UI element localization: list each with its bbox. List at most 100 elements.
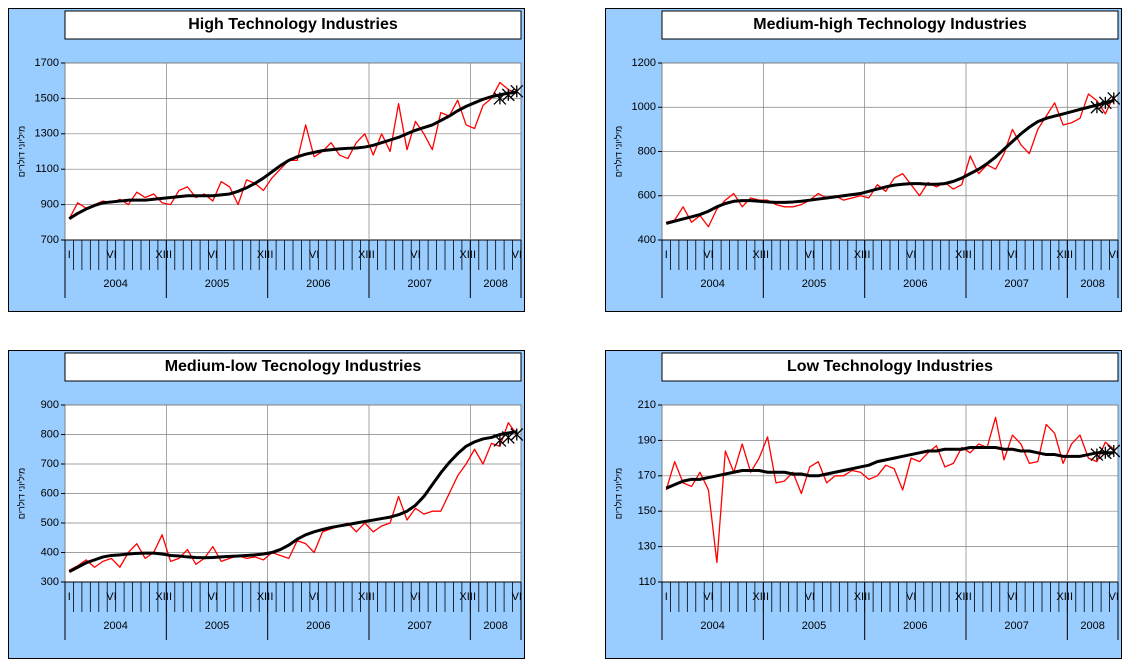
x-tick-label: VI <box>512 591 522 603</box>
year-label: 2006 <box>306 620 330 632</box>
title-box <box>661 10 1119 40</box>
x-tick-label: I <box>766 249 769 261</box>
x-tick-label: VI <box>703 249 713 261</box>
x-tick-label: I <box>169 249 172 261</box>
y-tick-label: 800 <box>41 428 59 440</box>
x-tick-label: I <box>270 591 273 603</box>
y-tick-label: 150 <box>638 505 656 517</box>
chart-title: Medium-low Tecnology Industries <box>165 358 422 375</box>
x-tick-label: VI <box>805 591 815 603</box>
x-tick-label: VI <box>703 591 713 603</box>
y-axis-label: מיליוני דולרים <box>16 126 26 177</box>
chart-title: High Technology Industries <box>188 16 398 33</box>
chart-title: Medium-high Technology Industries <box>753 16 1027 33</box>
x-tick-label: XII <box>459 249 472 261</box>
y-tick-label: 1100 <box>35 163 59 175</box>
x-tick-label: I <box>766 591 769 603</box>
x-tick-label: VI <box>1109 591 1119 603</box>
y-axis-label: מיליוני דולרים <box>613 126 623 177</box>
y-tick-label: 900 <box>41 399 59 411</box>
year-label: 2004 <box>700 620 724 632</box>
x-tick-label: I <box>68 591 71 603</box>
chart-panel: Medium-high Technology Industries מיליוני… <box>605 8 1122 312</box>
x-tick-label: VI <box>1007 591 1017 603</box>
chart-title: Low Technology Industries <box>787 358 993 375</box>
forecast-marker <box>510 428 524 441</box>
forecast-marker <box>1090 448 1104 462</box>
year-label: 2008 <box>1080 278 1104 290</box>
x-tick-label: I <box>969 591 972 603</box>
x-tick-label: I <box>867 249 870 261</box>
y-tick-label: 500 <box>41 517 59 529</box>
y-tick-label: 1000 <box>632 101 656 113</box>
forecast-marker <box>1107 91 1121 105</box>
chart-panel: High Technology Industries מיליוני דולרים… <box>8 8 525 312</box>
year-label: 2007 <box>1004 278 1028 290</box>
year-label: 2005 <box>802 278 826 290</box>
x-tick-label: VI <box>410 591 420 603</box>
year-label: 2008 <box>1080 620 1104 632</box>
x-tick-label: XII <box>854 249 867 261</box>
raw-line <box>68 81 518 220</box>
y-tick-label: 400 <box>41 546 59 558</box>
year-label: 2005 <box>205 278 229 290</box>
title-box <box>64 352 522 382</box>
x-tick-label: XII <box>257 249 270 261</box>
forecast-marker <box>1098 96 1112 110</box>
x-tick-label: VI <box>906 591 916 603</box>
raw-line <box>665 416 1115 564</box>
x-tick-label: VI <box>309 249 319 261</box>
x-tick-label: VI <box>906 249 916 261</box>
x-tick-label: I <box>665 249 668 261</box>
x-tick-label: I <box>1070 249 1073 261</box>
year-label: 2005 <box>205 620 229 632</box>
x-tick-label: XII <box>459 591 472 603</box>
y-tick-label: 1500 <box>35 92 59 104</box>
x-tick-label: XII <box>1056 249 1069 261</box>
x-tick-label: VI <box>512 249 522 261</box>
y-tick-label: 700 <box>41 458 59 470</box>
x-tick-label: VI <box>1109 249 1119 261</box>
plot-area <box>661 404 1119 583</box>
x-tick-label: I <box>473 591 476 603</box>
year-label: 2006 <box>903 620 927 632</box>
trend-line <box>665 445 1114 490</box>
y-tick-label: 700 <box>41 234 59 246</box>
plot-area <box>64 62 522 241</box>
x-tick-label: VI <box>106 591 116 603</box>
forecast-marker <box>493 433 507 447</box>
y-tick-label: 110 <box>638 576 656 588</box>
x-tick-label: XII <box>358 249 371 261</box>
x-tick-label: I <box>473 249 476 261</box>
y-tick-label: 300 <box>41 576 59 588</box>
year-label: 2005 <box>802 620 826 632</box>
x-tick-label: I <box>1070 591 1073 603</box>
title-box <box>661 352 1119 382</box>
forecast-marker <box>493 91 507 105</box>
x-tick-label: VI <box>208 249 218 261</box>
x-tick-label: VI <box>805 249 815 261</box>
y-axis-label: מיליוני דולרים <box>613 468 623 519</box>
trend-line <box>665 99 1115 225</box>
x-tick-label: XII <box>155 591 168 603</box>
chart-panel: Medium-low Tecnology Industries מיליוני ד… <box>8 350 525 659</box>
x-tick-label: I <box>372 591 375 603</box>
x-tick-label: VI <box>410 249 420 261</box>
trend-line <box>68 430 518 574</box>
raw-line <box>68 422 518 571</box>
x-tick-label: I <box>169 591 172 603</box>
y-axis-label: מיליוני דולרים <box>16 468 26 519</box>
year-label: 2004 <box>700 278 724 290</box>
y-tick-label: 130 <box>638 541 656 553</box>
y-tick-label: 190 <box>638 434 656 446</box>
x-tick-label: VI <box>1007 249 1017 261</box>
x-tick-label: XII <box>955 249 968 261</box>
x-tick-label: I <box>270 249 273 261</box>
y-tick-label: 1200 <box>632 57 656 69</box>
x-tick-label: I <box>665 591 668 603</box>
chart-panel: Low Technology Industries מיליוני דולרים 1… <box>605 350 1122 659</box>
year-label: 2007 <box>407 278 431 290</box>
year-label: 2004 <box>103 278 127 290</box>
x-tick-label: XII <box>257 591 270 603</box>
title-box <box>64 10 522 40</box>
